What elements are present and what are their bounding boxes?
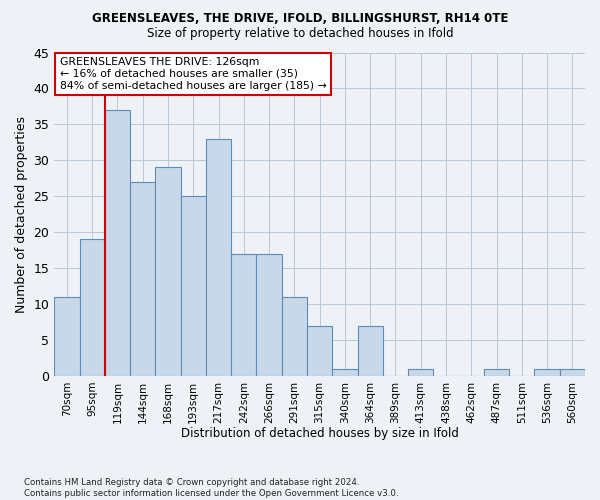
Bar <box>282 297 307 376</box>
Bar <box>256 254 282 376</box>
Bar <box>358 326 383 376</box>
Bar <box>105 110 130 376</box>
Text: Contains HM Land Registry data © Crown copyright and database right 2024.
Contai: Contains HM Land Registry data © Crown c… <box>24 478 398 498</box>
Bar <box>307 326 332 376</box>
Bar <box>535 368 560 376</box>
Bar <box>80 240 105 376</box>
Bar <box>54 297 80 376</box>
Bar <box>231 254 256 376</box>
Bar <box>484 368 509 376</box>
Bar <box>206 138 231 376</box>
Bar <box>332 368 358 376</box>
Y-axis label: Number of detached properties: Number of detached properties <box>15 116 28 312</box>
Bar <box>130 182 155 376</box>
Bar <box>155 168 181 376</box>
Text: GREENSLEAVES THE DRIVE: 126sqm
← 16% of detached houses are smaller (35)
84% of : GREENSLEAVES THE DRIVE: 126sqm ← 16% of … <box>59 58 326 90</box>
Bar <box>408 368 433 376</box>
Bar <box>181 196 206 376</box>
Text: GREENSLEAVES, THE DRIVE, IFOLD, BILLINGSHURST, RH14 0TE: GREENSLEAVES, THE DRIVE, IFOLD, BILLINGS… <box>92 12 508 26</box>
Bar <box>560 368 585 376</box>
X-axis label: Distribution of detached houses by size in Ifold: Distribution of detached houses by size … <box>181 427 458 440</box>
Text: Size of property relative to detached houses in Ifold: Size of property relative to detached ho… <box>146 28 454 40</box>
